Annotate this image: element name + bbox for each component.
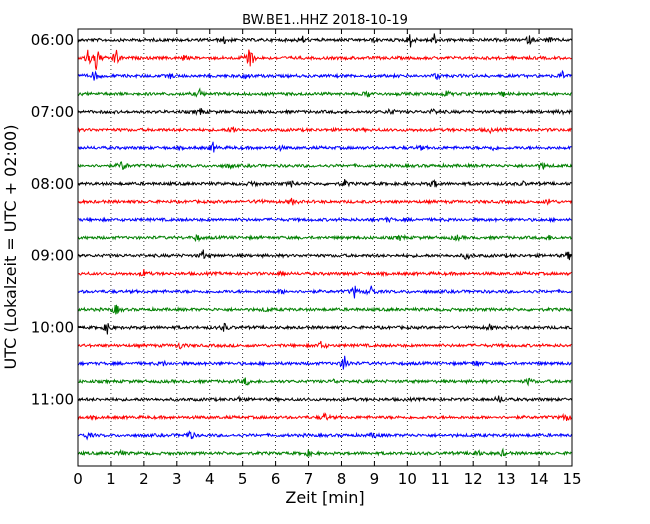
- x-tick-label: 15: [562, 470, 581, 488]
- x-tick-label: 5: [238, 470, 248, 488]
- trace-line: [77, 141, 572, 153]
- trace-line: [77, 412, 572, 422]
- trace-group: [77, 33, 572, 458]
- trace-line: [77, 49, 572, 70]
- x-tick-label: 2: [139, 470, 149, 488]
- y-tick-label: 08:00: [31, 175, 74, 193]
- x-axis: 0 1 2 3 4 5 6 7 8 9 10 11 12 13 14 15: [73, 29, 582, 488]
- trace-line: [77, 161, 572, 171]
- plot-frame: [77, 28, 573, 467]
- trace-line: [77, 216, 572, 224]
- x-tick-label: 14: [530, 470, 549, 488]
- x-tick-label: 8: [337, 470, 347, 488]
- trace-line: [78, 197, 572, 206]
- trace-line: [77, 304, 572, 315]
- trace-line: [77, 322, 572, 335]
- y-axis-label: UTC (Lokalzeit = UTC + 02:00): [1, 125, 20, 370]
- y-axis: 06:00 07:00 08:00 09:00 10:00 11:00: [31, 31, 83, 408]
- x-tick-label: 4: [205, 470, 215, 488]
- trace-line: [77, 233, 572, 243]
- chart-title: BW.BE1..HHZ 2018-10-19: [242, 13, 408, 28]
- trace-line: [77, 87, 572, 98]
- x-tick-label: 1: [106, 470, 116, 488]
- x-axis-label: Zeit [min]: [285, 488, 364, 507]
- trace-line: [77, 33, 572, 48]
- y-tick-label: 10:00: [31, 319, 74, 337]
- trace-line: [77, 429, 572, 441]
- y-tick-label: 09:00: [31, 247, 74, 265]
- trace-line: [77, 340, 572, 350]
- trace-line: [77, 69, 572, 81]
- trace-line: [77, 355, 572, 370]
- x-tick-label: 9: [370, 470, 380, 488]
- x-tick-label: 7: [304, 470, 314, 488]
- y-tick-label: 06:00: [31, 31, 74, 49]
- y-tick-label: 11:00: [31, 390, 74, 408]
- trace-line: [77, 126, 572, 135]
- vertical-grid: [110, 29, 540, 466]
- trace-line: [77, 178, 572, 188]
- x-tick-label: 6: [271, 470, 281, 488]
- trace-line: [77, 285, 572, 299]
- trace-line: [77, 249, 572, 261]
- trace-line: [77, 394, 572, 404]
- x-tick-label: 11: [431, 470, 450, 488]
- x-tick-label: 3: [172, 470, 182, 488]
- trace-line: [77, 107, 572, 117]
- trace-line: [77, 447, 572, 458]
- x-tick-label: 13: [497, 470, 516, 488]
- trace-line: [77, 268, 572, 278]
- y-tick-label: 07:00: [31, 103, 74, 121]
- x-tick-label: 0: [73, 470, 83, 488]
- x-tick-label: 10: [398, 470, 417, 488]
- x-tick-label: 12: [464, 470, 483, 488]
- trace-line: [77, 377, 572, 387]
